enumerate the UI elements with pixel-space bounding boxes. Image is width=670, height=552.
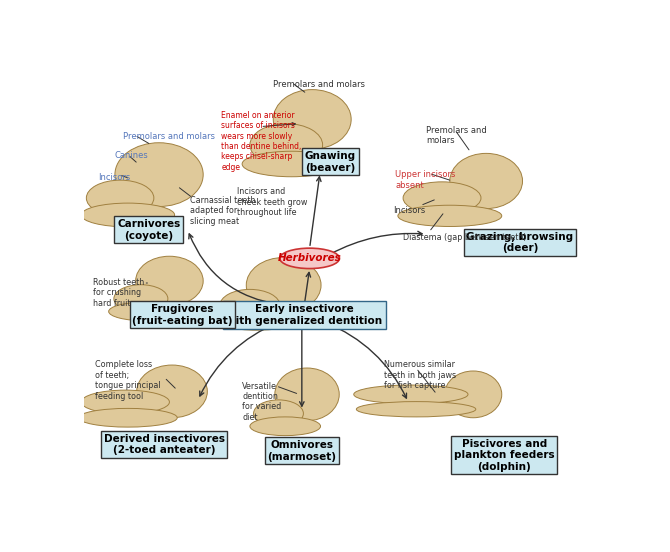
Ellipse shape	[115, 143, 203, 206]
Ellipse shape	[81, 203, 175, 227]
Ellipse shape	[450, 153, 523, 209]
Text: Derived insectivores
(2-toed anteater): Derived insectivores (2-toed anteater)	[104, 434, 224, 455]
Ellipse shape	[215, 310, 298, 330]
Ellipse shape	[81, 390, 170, 414]
Ellipse shape	[445, 371, 502, 418]
Ellipse shape	[78, 408, 177, 427]
Ellipse shape	[356, 402, 476, 417]
Ellipse shape	[247, 257, 321, 313]
Ellipse shape	[137, 365, 207, 418]
Ellipse shape	[114, 285, 168, 313]
Ellipse shape	[109, 302, 184, 321]
Text: Early insectivore
with generalized dentition: Early insectivore with generalized denti…	[226, 304, 383, 326]
Text: Frugivores
(fruit-eating bat): Frugivores (fruit-eating bat)	[132, 304, 232, 326]
Text: Premolars and molars: Premolars and molars	[123, 132, 214, 141]
Text: Incisors and
cheek teeth grow
throughout life: Incisors and cheek teeth grow throughout…	[237, 187, 308, 217]
Text: Diastema (gap between teeth): Diastema (gap between teeth)	[403, 233, 527, 242]
Text: Upper incisors
absent: Upper incisors absent	[395, 171, 456, 190]
Ellipse shape	[398, 205, 502, 226]
Ellipse shape	[250, 417, 320, 436]
Text: Carnassial teeth
adapted for
slicing meat: Carnassial teeth adapted for slicing mea…	[190, 196, 255, 226]
Ellipse shape	[354, 385, 468, 404]
Text: Grazing, browsing
(deer): Grazing, browsing (deer)	[466, 232, 574, 253]
Text: Piscivores and
plankton feeders
(dolphin): Piscivores and plankton feeders (dolphin…	[454, 438, 555, 472]
Text: Carnivores
(coyote): Carnivores (coyote)	[117, 219, 180, 241]
Ellipse shape	[273, 89, 351, 149]
Ellipse shape	[242, 151, 341, 177]
Text: Canines: Canines	[115, 151, 149, 160]
Text: Premolars and
molars: Premolars and molars	[427, 126, 487, 145]
Ellipse shape	[86, 180, 154, 216]
Ellipse shape	[280, 248, 340, 269]
Text: Complete loss
of teeth;
tongue principal
feeding tool: Complete loss of teeth; tongue principal…	[95, 360, 161, 401]
Text: Robust teeth
for crushing
hard fruit: Robust teeth for crushing hard fruit	[93, 278, 144, 307]
Text: Premolars and molars: Premolars and molars	[273, 80, 365, 89]
Text: Numerous similar
teeth in both jaws
for fish capture: Numerous similar teeth in both jaws for …	[384, 360, 456, 390]
Text: Herbivores: Herbivores	[278, 253, 342, 263]
Text: Incisors: Incisors	[393, 206, 425, 215]
Text: Incisors: Incisors	[98, 173, 131, 182]
Text: Omnivores
(marmoset): Omnivores (marmoset)	[267, 440, 336, 461]
Text: Enamel on anterior
surfaces of incisors
wears more slowly
than dentine behind,
k: Enamel on anterior surfaces of incisors …	[221, 111, 302, 172]
Ellipse shape	[253, 400, 304, 427]
Ellipse shape	[403, 182, 481, 214]
Ellipse shape	[135, 256, 203, 306]
Text: Versatile
dentition
for varied
diet: Versatile dentition for varied diet	[242, 381, 281, 422]
Ellipse shape	[250, 124, 323, 166]
Ellipse shape	[275, 368, 339, 421]
Ellipse shape	[220, 289, 280, 322]
Text: Gnawing
(beaver): Gnawing (beaver)	[305, 151, 356, 173]
